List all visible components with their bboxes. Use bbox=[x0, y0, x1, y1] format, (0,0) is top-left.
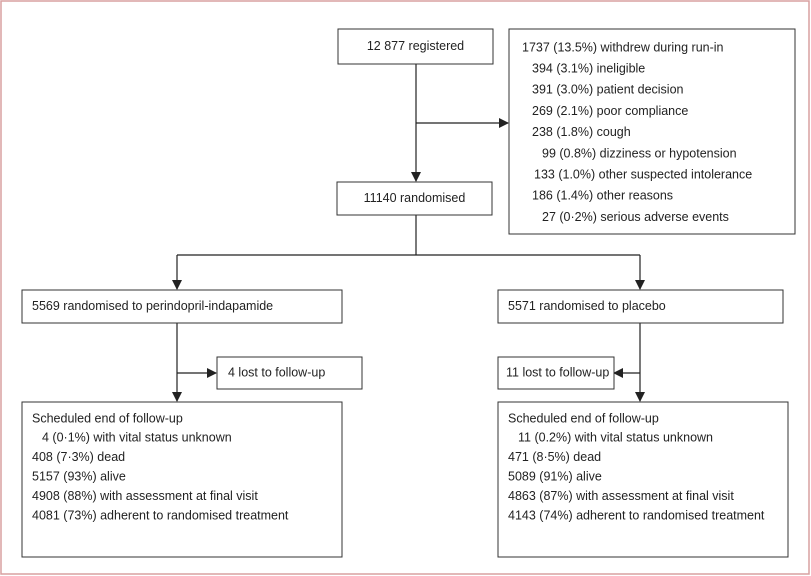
node-box bbox=[497, 401, 789, 558]
node-line: 4143 (74%) adherent to randomised treatm… bbox=[508, 508, 765, 522]
node-line: 4081 (73%) adherent to randomised treatm… bbox=[32, 508, 289, 522]
node-line: 4908 (88%) with assessment at final visi… bbox=[32, 489, 258, 503]
node-label: 5571 randomised to placebo bbox=[508, 299, 666, 313]
node-line: 408 (7·3%) dead bbox=[32, 450, 125, 464]
node-box bbox=[21, 401, 343, 558]
node-box bbox=[21, 289, 343, 324]
node-line: 5157 (93%) alive bbox=[32, 469, 126, 483]
node-line: 99 (0.8%) dizziness or hypotension bbox=[542, 146, 737, 160]
node-label: 12 877 registered bbox=[367, 39, 464, 53]
node-line: 4 (0·1%) with vital status unknown bbox=[42, 431, 232, 445]
boxes: 12 877 registered 1737 (13.5%) withdrew d… bbox=[21, 28, 796, 558]
node-line: 391 (3.0%) patient decision bbox=[532, 83, 684, 97]
node-line: 1737 (13.5%) withdrew during run-in bbox=[522, 40, 724, 54]
node-label: 5569 randomised to perindopril-indapamid… bbox=[32, 299, 273, 313]
node-line: 394 (3.1%) ineligible bbox=[532, 61, 645, 75]
node-box bbox=[508, 28, 796, 235]
node-box bbox=[497, 289, 784, 324]
node-line: Scheduled end of follow-up bbox=[508, 411, 659, 425]
node-line: Scheduled end of follow-up bbox=[32, 411, 183, 425]
node-box bbox=[337, 28, 494, 65]
node-line: 471 (8·5%) dead bbox=[508, 450, 601, 464]
node-label: 4 lost to follow-up bbox=[228, 365, 325, 379]
node-line: 5089 (91%) alive bbox=[508, 469, 602, 483]
node-box bbox=[336, 181, 493, 216]
node-label: 11 lost to follow-up bbox=[506, 365, 609, 379]
node-box bbox=[216, 356, 363, 390]
node-line: 238 (1.8%) cough bbox=[532, 125, 631, 139]
node-line: 11 (0.2%) with vital status unknown bbox=[518, 431, 713, 445]
node-line: 133 (1.0%) other suspected intolerance bbox=[534, 167, 752, 181]
node-label: 11140 randomised bbox=[364, 191, 466, 205]
node-line: 269 (2.1%) poor compliance bbox=[532, 104, 688, 118]
connectors bbox=[172, 64, 645, 402]
node-line: 4863 (87%) with assessment at final visi… bbox=[508, 489, 734, 503]
node-box bbox=[497, 356, 615, 390]
node-line: 27 (0·2%) serious adverse events bbox=[542, 210, 729, 224]
node-line: 186 (1.4%) other reasons bbox=[532, 189, 673, 203]
